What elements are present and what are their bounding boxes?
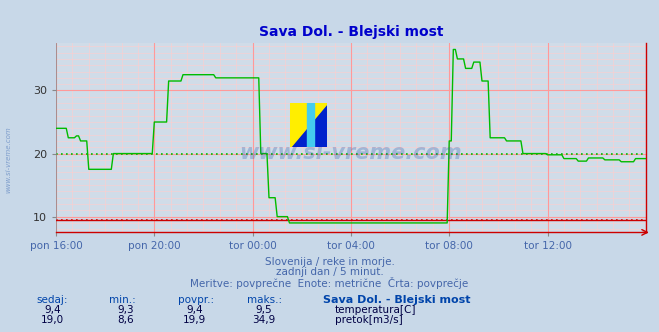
Text: 8,6: 8,6: [117, 315, 134, 325]
Polygon shape: [290, 103, 327, 147]
Text: Slovenija / reke in morje.: Slovenija / reke in morje.: [264, 257, 395, 267]
Text: 9,3: 9,3: [117, 305, 134, 315]
Polygon shape: [290, 103, 327, 147]
Text: maks.:: maks.:: [247, 295, 282, 305]
Title: Sava Dol. - Blejski most: Sava Dol. - Blejski most: [259, 25, 443, 39]
Text: 9,4: 9,4: [186, 305, 203, 315]
Text: povpr.:: povpr.:: [178, 295, 214, 305]
Text: zadnji dan / 5 minut.: zadnji dan / 5 minut.: [275, 267, 384, 277]
Text: Sava Dol. - Blejski most: Sava Dol. - Blejski most: [323, 295, 471, 305]
Text: pretok[m3/s]: pretok[m3/s]: [335, 315, 403, 325]
Text: 34,9: 34,9: [252, 315, 275, 325]
Text: www.si-vreme.com: www.si-vreme.com: [240, 143, 462, 163]
Text: 9,5: 9,5: [255, 305, 272, 315]
Text: temperatura[C]: temperatura[C]: [335, 305, 416, 315]
Text: sedaj:: sedaj:: [36, 295, 68, 305]
Text: 9,4: 9,4: [44, 305, 61, 315]
Polygon shape: [307, 103, 314, 147]
Text: Meritve: povprečne  Enote: metrične  Črta: povprečje: Meritve: povprečne Enote: metrične Črta:…: [190, 277, 469, 289]
Text: 19,0: 19,0: [41, 315, 65, 325]
Text: 19,9: 19,9: [183, 315, 206, 325]
Text: min.:: min.:: [109, 295, 136, 305]
Text: www.si-vreme.com: www.si-vreme.com: [5, 126, 12, 193]
